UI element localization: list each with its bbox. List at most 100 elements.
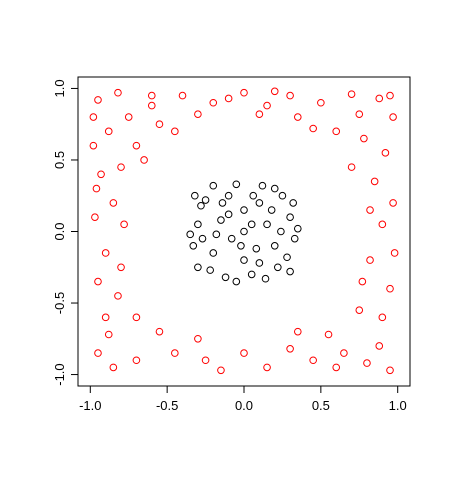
point xyxy=(101,249,110,257)
point xyxy=(117,263,125,272)
point xyxy=(221,273,230,282)
point xyxy=(155,327,164,336)
point xyxy=(347,90,356,98)
point xyxy=(218,199,227,207)
point xyxy=(117,163,125,171)
point xyxy=(386,91,394,100)
point xyxy=(375,94,384,103)
point xyxy=(212,230,221,239)
x-tick-label: 1.0 xyxy=(389,398,407,413)
point xyxy=(290,234,299,243)
point xyxy=(293,327,302,336)
point xyxy=(386,284,394,293)
point xyxy=(255,199,264,207)
point xyxy=(132,141,141,150)
point xyxy=(91,213,99,221)
point xyxy=(347,163,356,171)
point xyxy=(232,180,241,189)
point xyxy=(232,277,241,286)
point xyxy=(194,263,202,272)
point xyxy=(366,206,374,214)
x-tick-label: -0.5 xyxy=(156,398,178,413)
point xyxy=(194,334,202,343)
y-tick-label: 0.0 xyxy=(52,222,67,240)
point xyxy=(263,101,271,110)
point xyxy=(194,110,202,118)
point xyxy=(324,330,333,339)
point xyxy=(191,191,199,200)
point xyxy=(237,242,245,250)
point xyxy=(209,98,218,107)
point xyxy=(255,259,264,267)
x-tick-label: 0.5 xyxy=(312,398,330,413)
point xyxy=(240,349,248,357)
point xyxy=(206,266,214,274)
point xyxy=(355,306,364,314)
point xyxy=(171,127,179,136)
point xyxy=(317,98,325,107)
point xyxy=(132,356,141,365)
point xyxy=(252,244,261,253)
point xyxy=(147,91,156,100)
point xyxy=(94,96,102,104)
point xyxy=(97,170,105,179)
y-tick-label: 1.0 xyxy=(52,79,67,97)
point xyxy=(92,184,101,193)
point xyxy=(270,87,279,96)
point xyxy=(366,256,374,264)
point xyxy=(378,220,387,229)
point xyxy=(132,313,141,322)
y-tick-label: -1.0 xyxy=(52,363,67,385)
point xyxy=(240,227,248,236)
point xyxy=(104,127,113,136)
point xyxy=(375,342,384,350)
point xyxy=(286,345,294,353)
point xyxy=(332,127,341,136)
point xyxy=(378,313,387,322)
point xyxy=(286,267,294,276)
point xyxy=(201,196,210,204)
point xyxy=(147,101,156,110)
point xyxy=(247,270,256,279)
point xyxy=(389,199,397,207)
point xyxy=(94,277,102,286)
point xyxy=(286,91,294,100)
plot-box xyxy=(77,76,411,387)
point xyxy=(104,330,113,339)
point xyxy=(289,199,297,207)
point xyxy=(217,216,225,224)
point xyxy=(224,210,233,219)
point xyxy=(293,224,302,233)
point xyxy=(224,94,233,103)
point xyxy=(258,181,267,190)
point xyxy=(249,191,258,200)
point xyxy=(389,113,397,121)
x-tick-label: 0.0 xyxy=(235,398,253,413)
point xyxy=(381,149,390,157)
point xyxy=(309,124,317,133)
point xyxy=(186,230,195,239)
point xyxy=(293,113,302,121)
point xyxy=(358,277,367,286)
point xyxy=(209,181,218,190)
point xyxy=(274,263,282,272)
point xyxy=(194,220,202,229)
x-tick-label: -1.0 xyxy=(79,398,101,413)
point xyxy=(309,356,317,365)
point xyxy=(278,191,287,200)
point xyxy=(189,242,198,250)
point xyxy=(217,366,225,375)
point xyxy=(155,120,164,129)
point xyxy=(277,227,285,236)
point xyxy=(114,292,122,300)
point xyxy=(261,274,270,283)
point xyxy=(370,177,379,186)
point xyxy=(140,156,148,164)
point xyxy=(198,234,207,243)
point xyxy=(201,356,210,365)
point xyxy=(355,110,364,118)
point xyxy=(247,220,256,229)
point xyxy=(227,234,236,243)
point xyxy=(124,113,133,121)
point xyxy=(386,366,394,375)
